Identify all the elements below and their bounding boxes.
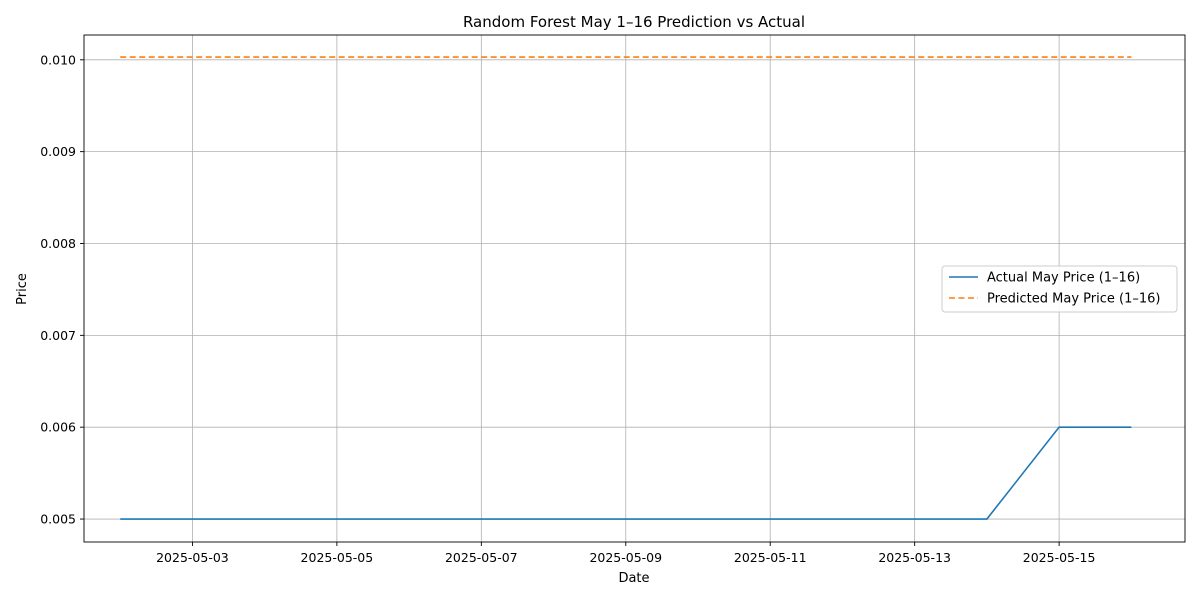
x-tick-label: 2025-05-03 bbox=[156, 550, 229, 565]
x-tick-label: 2025-05-05 bbox=[301, 550, 374, 565]
legend: Actual May Price (1–16) Predicted May Pri… bbox=[941, 265, 1178, 313]
plot-frame bbox=[83, 34, 1186, 543]
y-tick-label: 0.010 bbox=[40, 52, 76, 67]
x-tick-label: 2025-05-15 bbox=[1023, 550, 1096, 565]
y-tick-label: 0.009 bbox=[40, 144, 76, 159]
legend-box bbox=[941, 265, 1178, 313]
x-tick-label: 2025-05-13 bbox=[878, 550, 951, 565]
x-tick-label: 2025-05-11 bbox=[734, 550, 807, 565]
y-tick-label: 0.006 bbox=[40, 420, 76, 435]
x-tick-label: 2025-05-09 bbox=[589, 550, 662, 565]
y-tick-label: 0.007 bbox=[40, 328, 76, 343]
y-axis-ticks: 0.005 0.006 0.007 0.008 0.009 0.010 bbox=[40, 52, 84, 527]
x-tick-label: 2025-05-07 bbox=[445, 550, 518, 565]
y-tick-label: 0.008 bbox=[40, 236, 76, 251]
y-tick-label: 0.005 bbox=[40, 512, 76, 527]
x-axis-ticks: 2025-05-03 2025-05-05 2025-05-07 2025-05-09… bbox=[156, 542, 1095, 565]
legend-label: Actual May Price (1–16) bbox=[987, 271, 1140, 286]
x-axis-label: Date bbox=[618, 571, 649, 586]
series-line-actual bbox=[120, 426, 1132, 520]
series-layer bbox=[120, 56, 1132, 520]
legend-label: Predicted May Price (1–16) bbox=[987, 292, 1160, 307]
grid-layer bbox=[84, 35, 1185, 542]
y-axis-label: Price bbox=[15, 273, 30, 305]
chart-title: Random Forest May 1–16 Prediction vs Act… bbox=[463, 13, 805, 31]
